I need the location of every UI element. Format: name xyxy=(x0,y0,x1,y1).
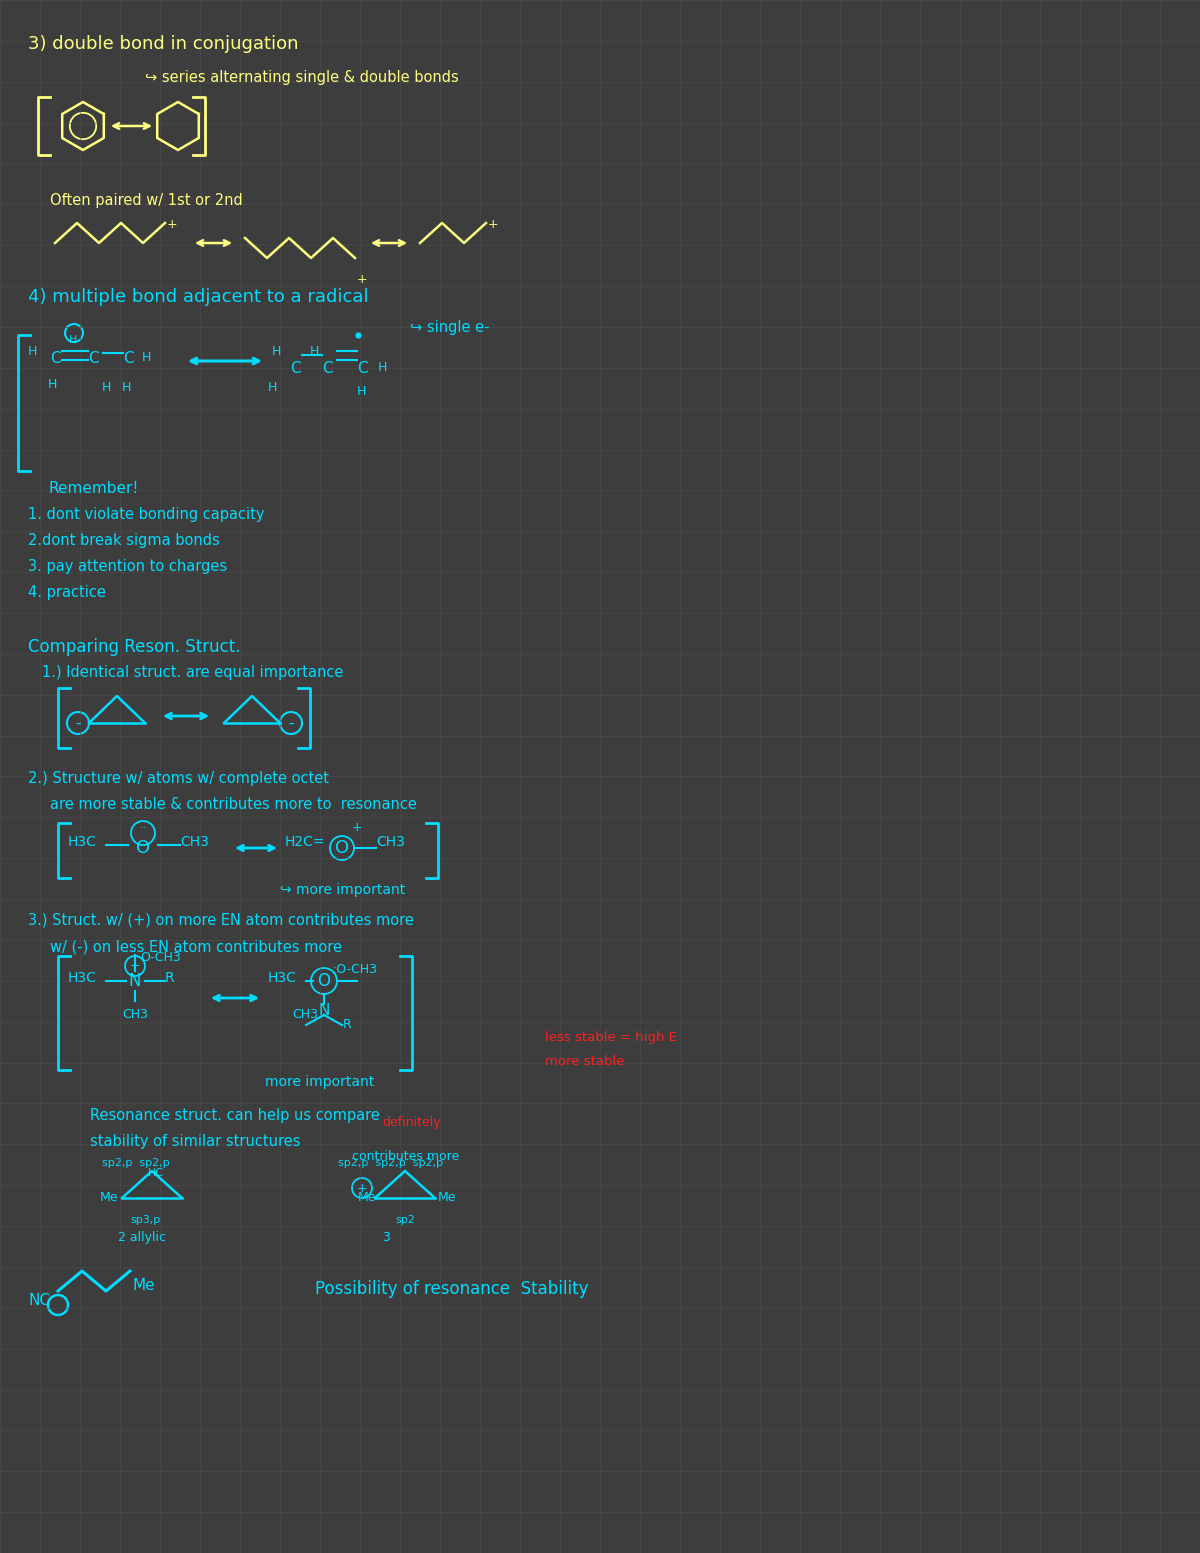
Text: H: H xyxy=(142,351,151,363)
Text: are more stable & contributes more to  resonance: are more stable & contributes more to re… xyxy=(50,797,416,812)
Text: -: - xyxy=(288,716,294,730)
Text: 1. dont violate bonding capacity: 1. dont violate bonding capacity xyxy=(28,506,264,522)
Text: Remember!: Remember! xyxy=(48,481,138,495)
Text: O: O xyxy=(136,839,150,857)
Text: N: N xyxy=(128,972,142,989)
Text: w/ (-) on less EN atom contributes more: w/ (-) on less EN atom contributes more xyxy=(50,940,342,954)
Text: 3.) Struct. w/ (+) on more EN atom contributes more: 3.) Struct. w/ (+) on more EN atom contr… xyxy=(28,913,414,929)
Text: +: + xyxy=(352,822,362,834)
Text: contributes more: contributes more xyxy=(352,1151,460,1163)
Text: sp2,p  sp2,p: sp2,p sp2,p xyxy=(102,1159,169,1168)
Text: +: + xyxy=(356,1182,367,1194)
Text: CH3: CH3 xyxy=(122,1008,148,1020)
Text: -: - xyxy=(76,716,80,730)
Text: O-CH3: O-CH3 xyxy=(140,950,181,964)
Text: 3. pay attention to charges: 3. pay attention to charges xyxy=(28,559,227,575)
Text: 4) multiple bond adjacent to a radical: 4) multiple bond adjacent to a radical xyxy=(28,287,368,306)
Text: Often paired w/ 1st or 2nd: Often paired w/ 1st or 2nd xyxy=(50,193,242,208)
Text: CH3: CH3 xyxy=(376,836,404,849)
Text: R: R xyxy=(166,971,175,985)
Text: H: H xyxy=(310,345,319,359)
Text: H: H xyxy=(272,345,281,359)
Text: sp2: sp2 xyxy=(395,1214,415,1225)
Text: +: + xyxy=(488,217,499,231)
Text: CH3: CH3 xyxy=(292,1008,318,1020)
Text: H: H xyxy=(70,335,77,345)
Text: H3C: H3C xyxy=(68,971,97,985)
Text: H: H xyxy=(102,380,112,394)
Text: H: H xyxy=(28,345,37,359)
Text: H: H xyxy=(268,380,277,394)
Text: Possibility of resonance  Stability: Possibility of resonance Stability xyxy=(314,1280,588,1298)
Text: O: O xyxy=(335,839,349,857)
Text: +: + xyxy=(167,217,178,231)
Text: :O-CH3: :O-CH3 xyxy=(332,963,377,975)
Text: C: C xyxy=(290,360,301,376)
Text: C: C xyxy=(50,351,61,367)
Text: R: R xyxy=(343,1019,352,1031)
Text: more important: more important xyxy=(265,1075,374,1089)
Text: HC: HC xyxy=(148,1168,164,1179)
Text: +: + xyxy=(358,273,367,286)
Text: ↪ series alternating single & double bonds: ↪ series alternating single & double bon… xyxy=(145,70,458,85)
Text: more stable: more stable xyxy=(545,1054,624,1068)
Text: ..: .. xyxy=(139,820,146,829)
Text: 2.) Structure w/ atoms w/ complete octet: 2.) Structure w/ atoms w/ complete octet xyxy=(28,770,329,786)
Text: NC: NC xyxy=(28,1294,50,1308)
Text: 3: 3 xyxy=(382,1232,390,1244)
Text: 1.) Identical struct. are equal importance: 1.) Identical struct. are equal importan… xyxy=(42,665,343,680)
Text: ↪ single e-: ↪ single e- xyxy=(410,320,490,335)
Text: +: + xyxy=(130,960,140,972)
Text: C: C xyxy=(358,360,367,376)
Text: Me: Me xyxy=(358,1191,377,1204)
Text: H2C=: H2C= xyxy=(286,836,325,849)
Text: H: H xyxy=(122,380,131,394)
Text: H: H xyxy=(48,377,58,391)
Text: 4. practice: 4. practice xyxy=(28,585,106,599)
Text: O: O xyxy=(318,972,330,989)
Text: H3C: H3C xyxy=(68,836,97,849)
Text: ↪ more important: ↪ more important xyxy=(280,884,406,898)
Text: stability of similar structures: stability of similar structures xyxy=(90,1134,300,1149)
Text: 2.dont break sigma bonds: 2.dont break sigma bonds xyxy=(28,533,220,548)
Text: H: H xyxy=(378,360,388,374)
Text: C: C xyxy=(88,351,98,367)
Text: CH3: CH3 xyxy=(180,836,209,849)
Text: Comparing Reson. Struct.: Comparing Reson. Struct. xyxy=(28,638,240,655)
Text: C: C xyxy=(322,360,332,376)
Text: definitely: definitely xyxy=(382,1117,440,1129)
Text: Resonance struct. can help us compare: Resonance struct. can help us compare xyxy=(90,1107,380,1123)
Text: H3C: H3C xyxy=(268,971,296,985)
Text: sp2,p  sp2,p  sp2,p: sp2,p sp2,p sp2,p xyxy=(338,1159,443,1168)
Text: 2 allylic: 2 allylic xyxy=(118,1232,166,1244)
Text: 3) double bond in conjugation: 3) double bond in conjugation xyxy=(28,36,299,53)
Text: H: H xyxy=(358,385,366,398)
Text: Me: Me xyxy=(100,1191,119,1204)
Text: N: N xyxy=(318,1003,330,1019)
Text: Me: Me xyxy=(438,1191,456,1204)
Text: less stable = high E: less stable = high E xyxy=(545,1031,677,1044)
Text: C: C xyxy=(124,351,133,367)
Text: sp3,p: sp3,p xyxy=(130,1214,161,1225)
Text: Me: Me xyxy=(132,1278,155,1294)
